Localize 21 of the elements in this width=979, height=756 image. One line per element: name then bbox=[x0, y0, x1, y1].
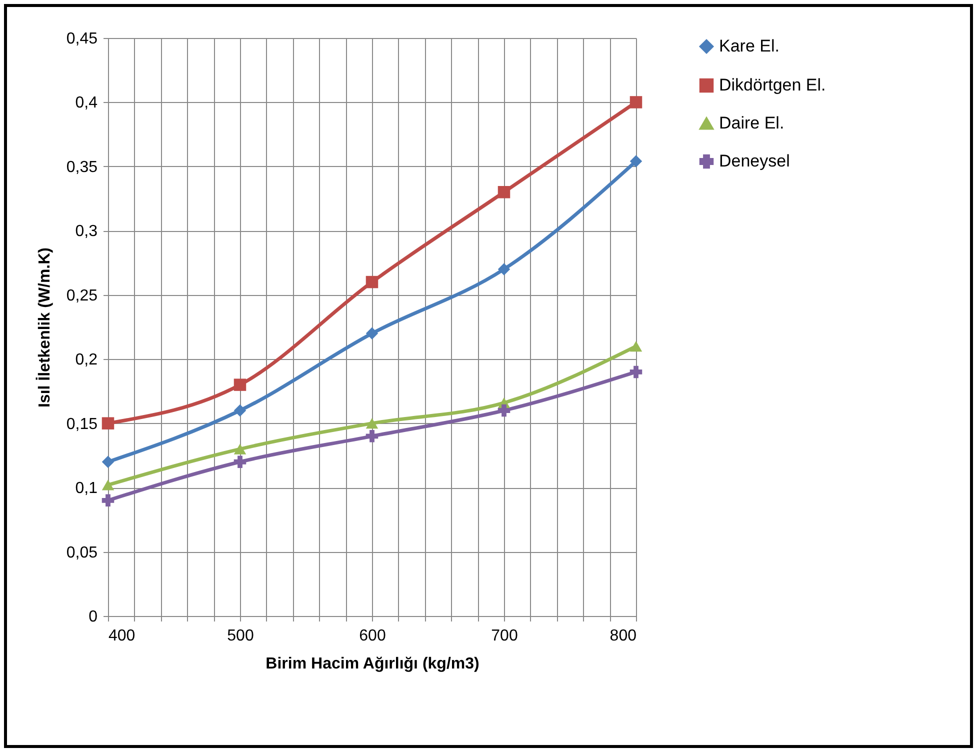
y-tick-label: 0,4 bbox=[75, 94, 98, 112]
x-axis-title: Birim Hacim Ağırlığı (kg/m3) bbox=[266, 656, 480, 672]
y-tick-label: 0,45 bbox=[66, 30, 98, 48]
y-tick-label: 0 bbox=[88, 608, 98, 626]
x-tick-label: 600 bbox=[359, 628, 386, 644]
x-tick-label: 400 bbox=[108, 628, 136, 644]
legend-label: Daire El. bbox=[719, 114, 784, 132]
y-axis-title: Isıl İletkenlik (W/m.K) bbox=[35, 247, 54, 408]
y-tick-label: 0,15 bbox=[66, 416, 98, 433]
y-tick-label: 0,3 bbox=[75, 223, 98, 240]
x-tick-label: 800 bbox=[610, 628, 637, 644]
x-tick-label: 500 bbox=[227, 628, 254, 644]
legend-label: Dikdörtgen El. bbox=[719, 76, 826, 94]
x-tick-label: 700 bbox=[491, 628, 518, 644]
legend-label: Kare El. bbox=[719, 36, 780, 56]
y-tick-label: 0,05 bbox=[66, 544, 98, 562]
y-tick-label: 0,2 bbox=[75, 352, 98, 369]
y-tick-label: 0,25 bbox=[66, 287, 98, 304]
y-tick-label: 0,35 bbox=[66, 158, 98, 176]
legend-label: Deneysel bbox=[719, 152, 790, 170]
y-tick-label: 0,1 bbox=[75, 480, 98, 498]
